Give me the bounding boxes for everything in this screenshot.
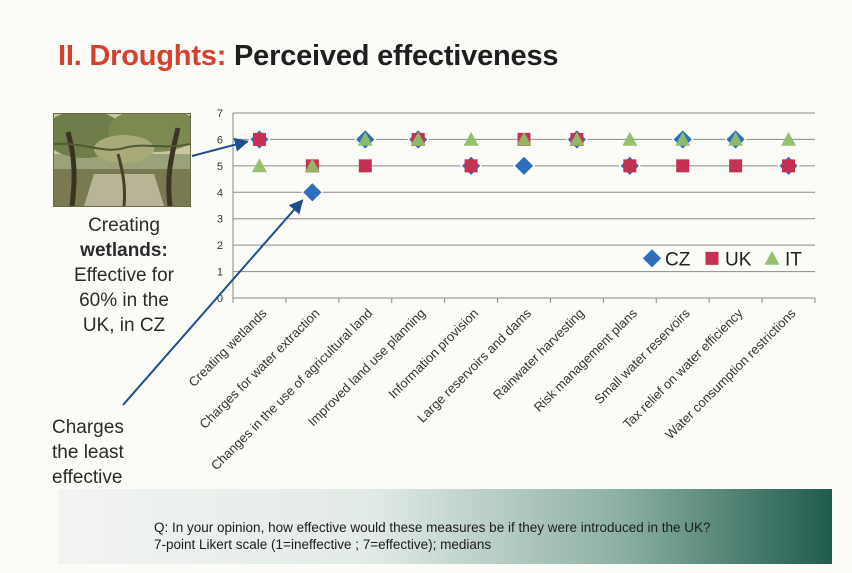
charges-annotation-line2: the least — [52, 442, 124, 463]
y-tick-label: 3 — [217, 214, 223, 226]
wetlands-annotation: Creating wetlands: Effective for 60% in … — [46, 213, 202, 338]
data-point-uk — [623, 159, 637, 173]
legend-label-cz: CZ — [665, 249, 691, 270]
legend-marker-cz — [641, 247, 663, 270]
data-point-it — [463, 131, 479, 146]
wetlands-arrow — [191, 137, 249, 157]
legend-marker-it — [764, 250, 780, 265]
legend-label-it: IT — [785, 249, 802, 270]
survey-question: Q: In your opinion, how effective would … — [154, 519, 711, 553]
data-point-it — [675, 131, 691, 146]
wetlands-keyword-colon: : — [161, 240, 168, 261]
wetlands-annotation-line3: Effective for — [74, 265, 174, 286]
y-tick-label: 0 — [217, 293, 223, 305]
y-tick-label: 2 — [217, 240, 223, 252]
y-tick-label: 5 — [217, 161, 223, 173]
data-point-uk — [252, 132, 266, 146]
data-point-cz — [513, 155, 535, 177]
charges-arrow — [122, 199, 304, 406]
data-point-it — [569, 131, 585, 146]
y-tick-label: 6 — [217, 134, 223, 146]
data-point-it — [781, 131, 797, 146]
page-title: II. Droughts: Perceived effectiveness — [58, 40, 559, 73]
legend-label-uk: UK — [725, 249, 752, 270]
y-tick-label: 4 — [217, 187, 223, 199]
data-point-cz — [301, 181, 324, 204]
wetlands-annotation-line4: 60% in the — [79, 290, 169, 311]
data-point-it — [622, 131, 638, 146]
data-point-it — [304, 158, 320, 173]
wetlands-annotation-line2: wetlands: — [46, 238, 202, 263]
survey-question-text: Q: In your opinion, how effective would … — [154, 520, 711, 535]
wetlands-keyword: wetlands — [80, 240, 162, 261]
y-tick-label: 7 — [217, 108, 223, 120]
charges-annotation: Charges the least effective — [52, 415, 162, 490]
wetlands-annotation-line5: UK, in CZ — [82, 315, 166, 336]
data-point-it — [251, 158, 267, 173]
data-point-uk — [464, 159, 478, 173]
data-point-uk — [676, 159, 690, 173]
legend-marker-uk — [705, 251, 719, 265]
x-tick-label: Risk management plans — [531, 305, 641, 415]
y-tick-label: 1 — [217, 267, 223, 279]
x-tick-label: Information provision — [385, 306, 481, 402]
data-point-uk — [729, 159, 743, 173]
data-point-it — [516, 131, 532, 146]
x-tick-label: Rainwater harvesting — [490, 306, 587, 403]
data-point-it — [728, 131, 744, 146]
title-main: Perceived effectiveness — [234, 40, 559, 72]
survey-scale-text: 7-point Likert scale (1=ineffective ; 7=… — [154, 537, 492, 552]
charges-annotation-line3: effective — [52, 467, 123, 488]
title-accent: II. Droughts: — [58, 40, 227, 72]
data-point-uk — [358, 159, 372, 173]
data-point-uk — [782, 159, 796, 173]
wetland-photo — [53, 113, 191, 207]
charges-annotation-line1: Charges — [52, 417, 124, 438]
data-point-it — [357, 131, 373, 146]
data-point-it — [410, 131, 426, 146]
wetlands-annotation-line1: Creating — [88, 215, 160, 236]
question-footer: Q: In your opinion, how effective would … — [58, 489, 832, 564]
x-tick-label: Small water reservoirs — [591, 305, 693, 407]
